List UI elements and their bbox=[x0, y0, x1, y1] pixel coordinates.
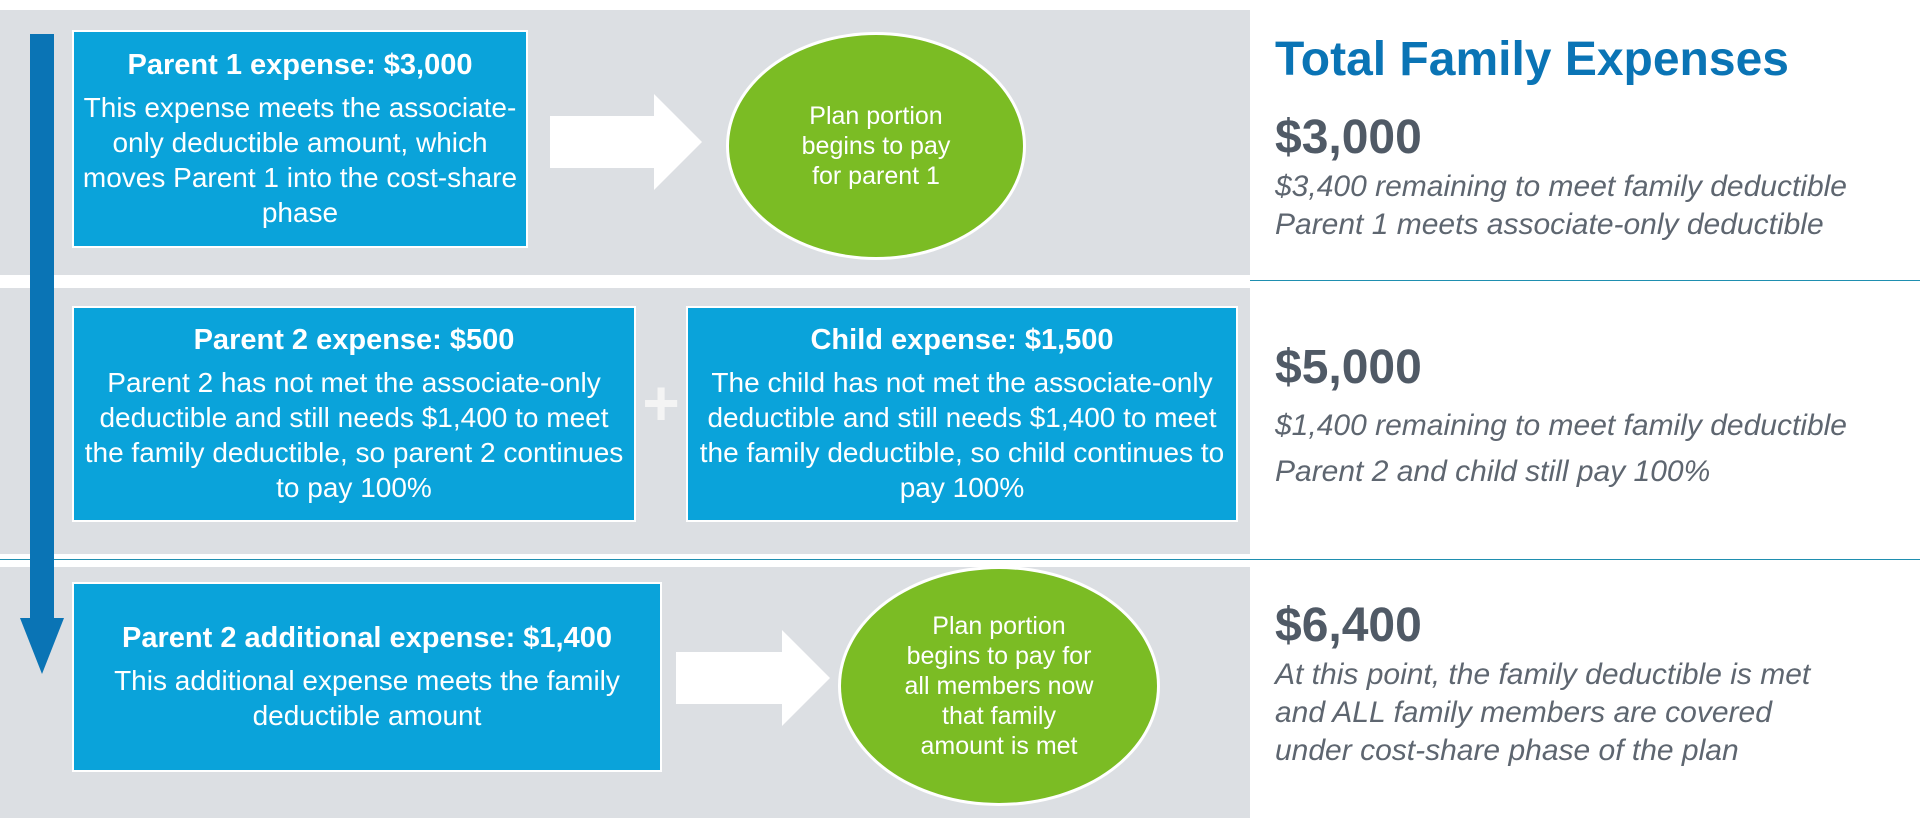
oval2-line1: Plan portion bbox=[932, 612, 1066, 640]
oval2-line3: all members now bbox=[904, 672, 1094, 700]
parent2-expense-title: Parent 2 expense: $500 bbox=[193, 324, 515, 356]
parent2-additional-desc: This additional expense meets the family… bbox=[114, 665, 620, 731]
oval1-line1: Plan portion bbox=[809, 102, 943, 130]
timeline-down-arrow-icon bbox=[20, 34, 64, 674]
summary-notes-2: $1,400 remaining to meet family deductib… bbox=[1275, 403, 1847, 495]
separator-1 bbox=[1250, 280, 1920, 281]
plan-pays-parent1-oval: Plan portion begins to pay for parent 1 bbox=[726, 32, 1026, 260]
summary-notes-1: $3,400 remaining to meet family deductib… bbox=[1275, 168, 1847, 244]
summary-note-1a: $3,400 remaining to meet family deductib… bbox=[1275, 170, 1847, 203]
right-arrow-icon bbox=[550, 94, 702, 190]
right-arrow-icon-2 bbox=[676, 630, 830, 726]
separator-2 bbox=[0, 559, 1920, 560]
plan-pays-all-oval: Plan portion begins to pay for all membe… bbox=[838, 566, 1160, 806]
summary-amount-3: $6,400 bbox=[1275, 599, 1422, 652]
oval2-line5: amount is met bbox=[920, 732, 1078, 760]
summary-note-2b: Parent 2 and child still pay 100% bbox=[1275, 455, 1711, 488]
oval2-line4: that family bbox=[942, 702, 1056, 730]
child-expense-title: Child expense: $1,500 bbox=[810, 324, 1114, 356]
summary-note-1b: Parent 1 meets associate-only deductible bbox=[1275, 208, 1824, 241]
summary-note-2a: $1,400 remaining to meet family deductib… bbox=[1275, 409, 1847, 442]
parent1-expense-desc: This expense meets the associate-only de… bbox=[82, 92, 518, 228]
parent2-expense-desc: Parent 2 has not met the associate-only … bbox=[84, 367, 624, 503]
summary-note-3b: and ALL family members are covered bbox=[1275, 696, 1772, 729]
summary-note-3c: under cost-share phase of the plan bbox=[1275, 734, 1739, 767]
parent2-additional-expense-box: Parent 2 additional expense: $1,400 This… bbox=[72, 582, 662, 772]
parent2-expense-box: Parent 2 expense: $500 Parent 2 has not … bbox=[72, 306, 636, 522]
oval1-line3: for parent 1 bbox=[812, 162, 940, 190]
parent1-expense-box: Parent 1 expense: $3,000 This expense me… bbox=[72, 30, 528, 248]
oval1-line2: begins to pay bbox=[801, 132, 951, 160]
parent2-additional-title: Parent 2 additional expense: $1,400 bbox=[122, 622, 612, 654]
oval2-line2: begins to pay for bbox=[906, 642, 1092, 670]
summary-note-3a: At this point, the family deductible is … bbox=[1275, 658, 1811, 691]
summary-amount-1: $3,000 bbox=[1275, 111, 1422, 164]
parent1-expense-title: Parent 1 expense: $3,000 bbox=[127, 49, 473, 81]
child-expense-box: Child expense: $1,500 The child has not … bbox=[686, 306, 1238, 522]
summary-title: Total Family Expenses bbox=[1275, 33, 1789, 86]
child-expense-desc: The child has not met the associate-only… bbox=[699, 367, 1225, 503]
plus-sign: + bbox=[642, 367, 680, 439]
summary-notes-3: At this point, the family deductible is … bbox=[1275, 656, 1810, 770]
summary-amount-2: $5,000 bbox=[1275, 341, 1422, 394]
